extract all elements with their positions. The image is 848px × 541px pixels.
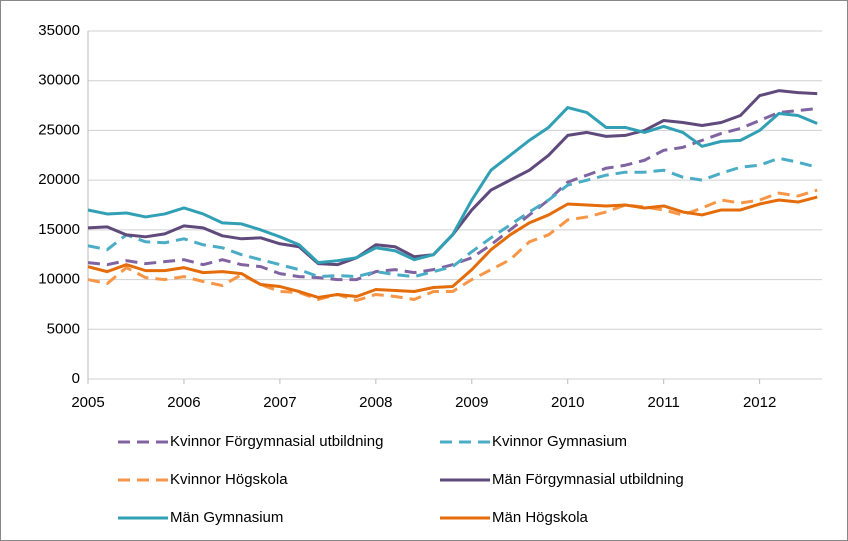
x-tick-label: 2009 — [455, 394, 488, 411]
x-tick-label: 2010 — [551, 394, 584, 411]
legend-label: Kvinnor Förgymnasial utbildning — [170, 433, 383, 450]
y-tick-label: 10000 — [38, 271, 80, 288]
y-tick-label: 0 — [72, 370, 80, 387]
x-tick-label: 2011 — [648, 394, 680, 411]
series-line — [87, 195, 818, 299]
x-tick-label: 2005 — [71, 394, 104, 411]
legend-label: Män Gymnasium — [170, 509, 283, 526]
series-line — [87, 106, 818, 265]
series-line — [87, 188, 818, 302]
y-tick-label: 20000 — [38, 171, 80, 188]
series-line — [87, 156, 818, 279]
x-tick-label: 2006 — [167, 394, 200, 411]
y-tick-label: 25000 — [38, 121, 80, 138]
y-tick-label: 5000 — [47, 320, 80, 337]
legend-label: Kvinnor Gymnasium — [492, 433, 627, 450]
x-tick-label: 2007 — [263, 394, 296, 411]
y-tick-label: 35000 — [38, 22, 80, 39]
legend-label: Män Högskola — [492, 509, 589, 526]
y-tick-label: 15000 — [38, 221, 80, 238]
legend-label: Män Förgymnasial utbildning — [492, 471, 684, 488]
x-tick-label: 2012 — [743, 394, 776, 411]
y-tick-label: 30000 — [38, 72, 80, 89]
x-tick-label: 2008 — [359, 394, 392, 411]
legend-label: Kvinnor Högskola — [170, 471, 288, 488]
